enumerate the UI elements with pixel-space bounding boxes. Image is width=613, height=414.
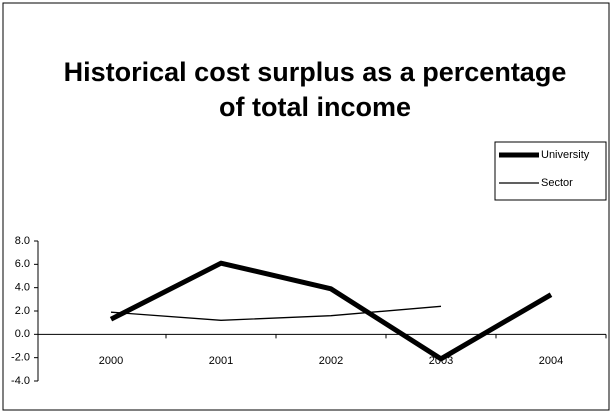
y-tick-label: 2.0: [15, 305, 30, 317]
y-tick-label: 6.0: [15, 258, 30, 270]
x-tick-label: 2002: [319, 355, 343, 367]
x-tick-label: 2004: [539, 355, 563, 367]
legend-box: [494, 141, 607, 201]
chart-frame: [2, 2, 610, 411]
chart-title: Historical cost surplus as a percentage: [64, 57, 567, 87]
chart-title: of total income: [219, 92, 411, 122]
legend-label: University: [541, 149, 590, 161]
y-tick-label: 8.0: [15, 235, 30, 247]
y-tick-label: 4.0: [15, 282, 30, 294]
x-tick-label: 2001: [209, 355, 233, 367]
x-tick-label: 2000: [99, 355, 123, 367]
legend-label: Sector: [541, 177, 573, 189]
y-tick-label: -4.0: [11, 375, 30, 387]
series-line: [109, 260, 553, 362]
y-tick-label: -2.0: [11, 352, 30, 364]
series-line: [110, 305, 442, 321]
y-tick-label: 0.0: [15, 328, 30, 340]
